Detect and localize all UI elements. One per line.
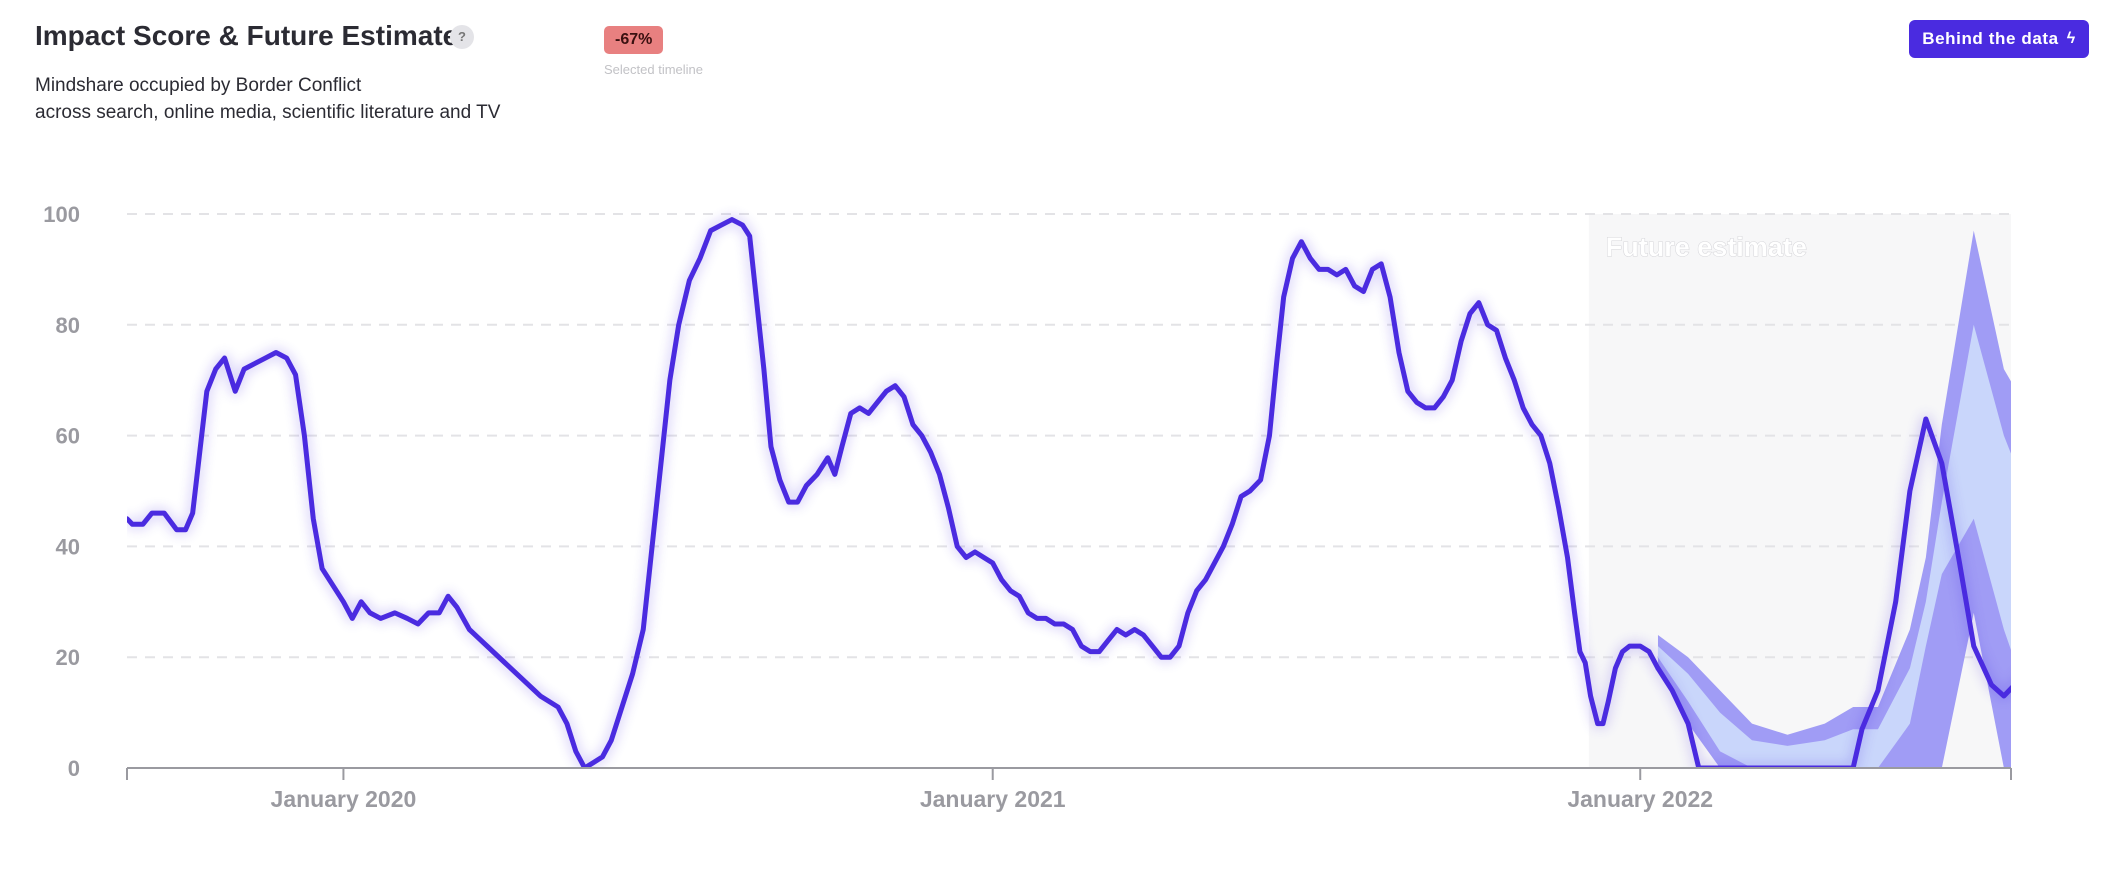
- subtitle-line-1: Mindshare occupied by Border Conflict: [35, 75, 362, 96]
- y-tick-label: 40: [56, 534, 80, 559]
- lightning-bolt-icon: ϟ: [2066, 30, 2076, 47]
- x-tick-label: January 2020: [271, 786, 417, 812]
- chart-subtitle: Mindshare occupied by Border Conflict ac…: [35, 72, 500, 126]
- x-axis-ticks: January 2020 January 2021 January 2022: [271, 768, 1713, 812]
- y-tick-label: 80: [56, 313, 80, 338]
- page-title: Impact Score & Future Estimate: [35, 20, 459, 51]
- inner-confidence-band: [1657, 324, 2011, 768]
- future-estimate-label: Future estimate: [1606, 232, 1807, 262]
- y-axis-ticks: 0 20 40 60 80 100: [43, 202, 80, 781]
- help-icon[interactable]: ?: [450, 25, 474, 49]
- observed-line-glow: [127, 215, 1662, 769]
- x-axis: [126, 767, 2012, 780]
- y-tick-label: 60: [56, 424, 80, 449]
- x-tick-label: January 2021: [920, 786, 1066, 812]
- y-tick-label: 0: [68, 756, 80, 781]
- y-tick-label: 20: [56, 645, 80, 670]
- y-tick-label: 100: [43, 202, 80, 227]
- estimate-bands: [1657, 230, 2011, 768]
- x-tick-label: January 2022: [1567, 786, 1713, 812]
- subtitle-line-2: across search, online media, scientific …: [35, 102, 501, 123]
- observed-line: [127, 217, 1661, 769]
- change-badge: -67%: [604, 26, 664, 54]
- grid-lines: [127, 213, 2011, 659]
- behind-the-data-button[interactable]: Behind the data ϟ: [1909, 20, 2089, 58]
- behind-the-data-label: Behind the data: [1922, 29, 2059, 48]
- badge-caption: Selected timeline: [604, 62, 703, 77]
